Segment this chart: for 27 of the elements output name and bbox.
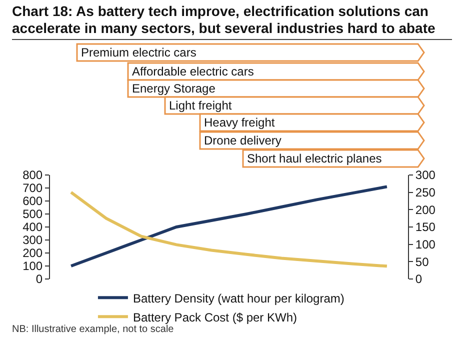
y-tick-label: 400: [22, 220, 43, 234]
legend-label: Battery Pack Cost ($ per KWh): [132, 310, 298, 324]
chart-title: Chart 18: As battery tech improve, electrification solutions can accelerate in many sectors, but several industries hard to abate: [12, 3, 452, 40]
y-tick-label: 0: [36, 272, 43, 286]
text: Light freight: [169, 98, 232, 112]
text: Affordable electric cars: [132, 64, 254, 78]
text: Premium electric cars: [81, 46, 196, 60]
text: Short haul electric planes: [247, 152, 382, 166]
y-tick-label: 100: [22, 259, 43, 274]
text: NB: Illustrative example, not to scale: [12, 324, 174, 335]
y2-tick-label: 300: [415, 168, 436, 182]
text: Heavy freight: [204, 116, 276, 130]
y-tick-label: 600: [22, 194, 43, 208]
y2-tick-label: 0: [415, 272, 422, 286]
y-tick-label: 500: [22, 207, 43, 222]
y2-tick-label: 200: [415, 202, 436, 217]
y2-tick-label: 250: [415, 186, 436, 200]
legend-label: Battery Density (watt hour per kilogram): [132, 291, 344, 306]
text: Energy Storage: [132, 82, 216, 96]
y-tick-label: 300: [22, 233, 43, 248]
y2-tick-label: 100: [415, 238, 436, 252]
y2-tick-label: 50: [415, 254, 430, 269]
text: Drone delivery: [204, 134, 282, 148]
y2-tick-label: 150: [415, 220, 436, 234]
y-tick-label: 700: [22, 181, 43, 196]
y-tick-label: 800: [22, 168, 43, 182]
y-tick-label: 200: [22, 246, 43, 260]
